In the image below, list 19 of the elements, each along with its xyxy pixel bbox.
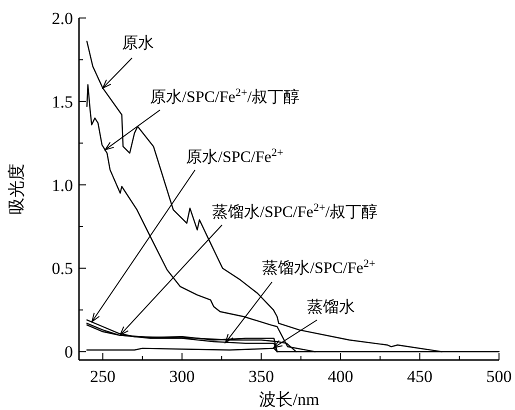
annotation: 原水 [122,34,154,52]
annotation: 蒸馏水/SPC/Fe$^{2+}$/叔丁醇 [212,202,378,221]
x-tick-label: 400 [328,367,354,386]
y-tick-label: 0.5 [52,259,73,278]
x-tick-label: 350 [248,367,274,386]
x-tick-label: 250 [90,367,116,386]
annotation: 原水/SPC/Fe$^{2+}$ [186,147,284,166]
annotation: 原水/SPC/Fe$^{2+}$/叔丁醇 [150,87,300,106]
y-axis-title: 吸光度 [7,164,26,214]
x-tick-label: 450 [407,367,433,386]
y-tick-label: 2.0 [52,9,73,28]
y-tick-label: 1.5 [52,92,73,112]
annotation: 蒸馏水 [307,298,355,316]
annotation: 蒸馏水/SPC/Fe$^{2+}$ [262,258,376,277]
x-axis-title: 波长/nm [258,390,320,409]
x-tick-label: 500 [486,367,512,386]
y-tick-label: 0 [64,342,73,362]
x-tick-label: 300 [169,367,195,386]
y-tick-label: 1.0 [52,176,73,195]
